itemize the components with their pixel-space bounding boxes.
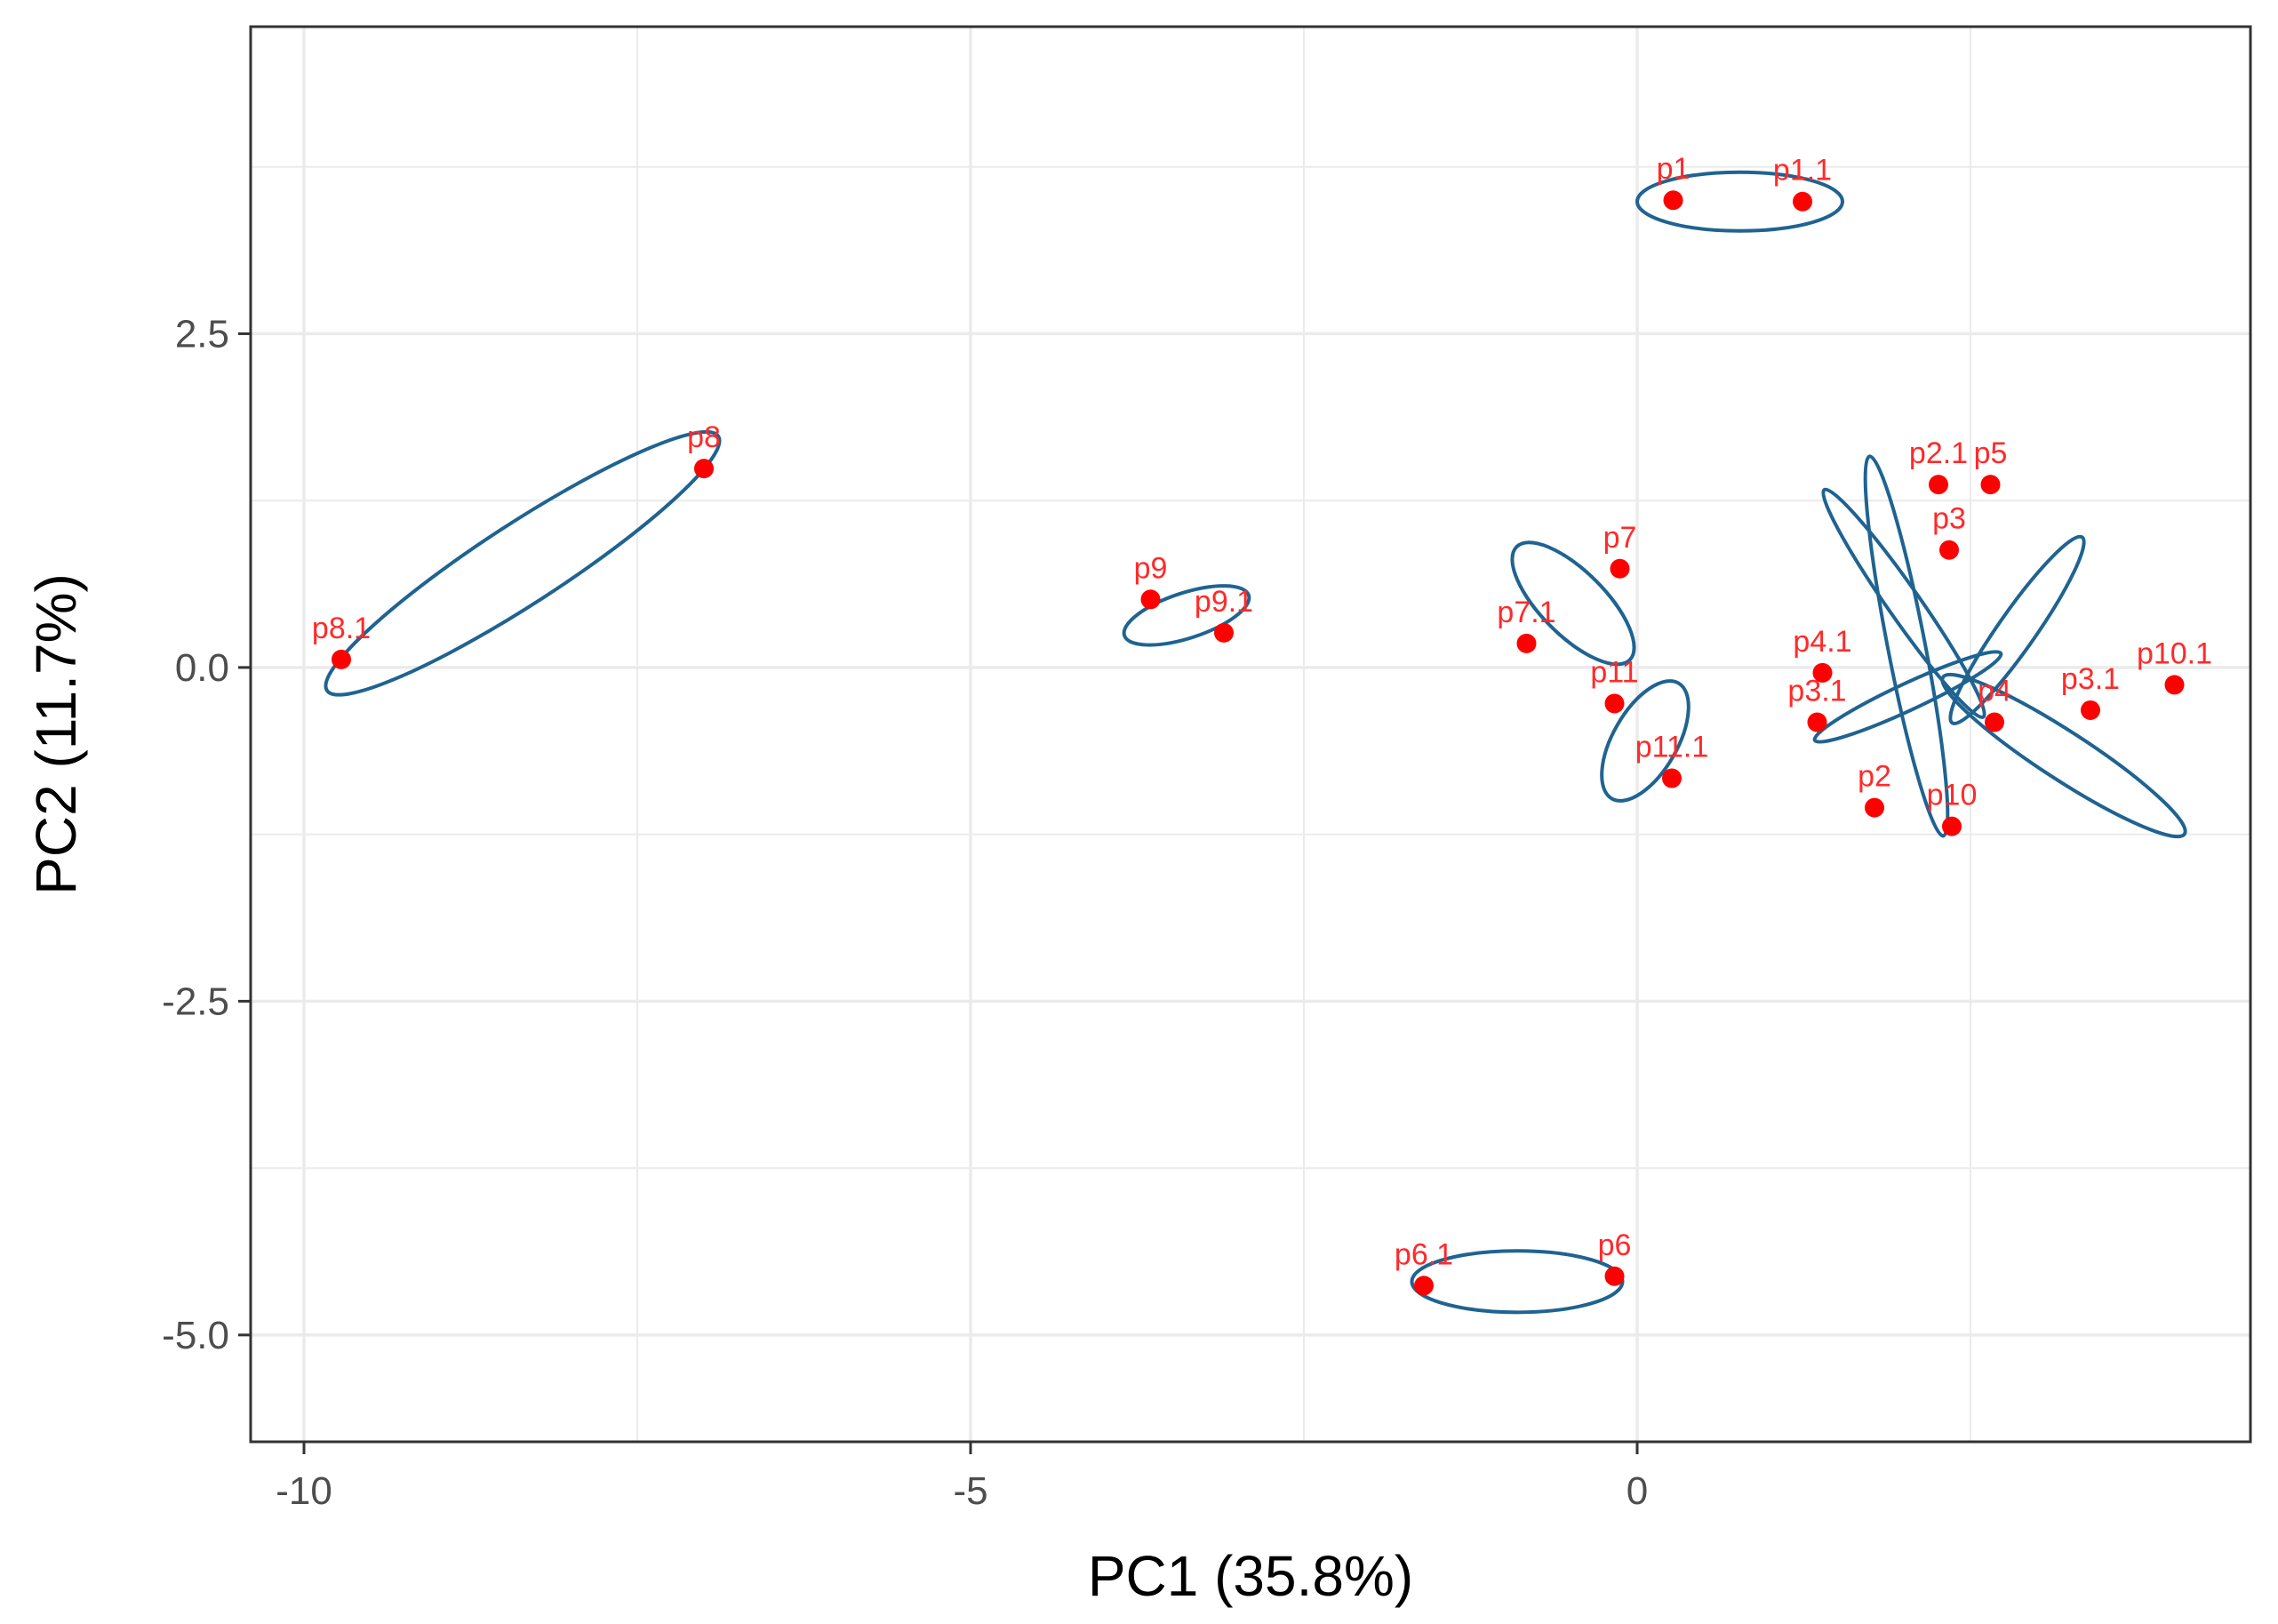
point-label: p3.1 — [1787, 674, 1846, 708]
ellipse-p4 — [1812, 650, 2003, 744]
y-axis-ticks: 2.5 0.0 -2.5 -5.0 — [162, 312, 251, 1357]
ellipse-p7 — [1510, 540, 1636, 667]
ellipse-p8 — [324, 429, 722, 697]
plot-panel-border — [249, 25, 2252, 1444]
point-label: p11.1 — [1635, 731, 1709, 764]
y-tick-label: -2.5 — [162, 980, 229, 1023]
ellipse-p11 — [1600, 679, 1691, 803]
point-label: p6 — [1598, 1228, 1632, 1262]
data-point-p10 — [1942, 816, 1962, 836]
point-label: p8.1 — [312, 612, 371, 645]
y-axis-title: PC2 (11.7%) — [24, 573, 88, 895]
point-label: p2 — [1858, 760, 1891, 794]
data-point-p6 — [1604, 1266, 1625, 1286]
data-point-p3 — [1939, 540, 1959, 560]
data-point-p4 — [1985, 712, 2004, 732]
data-point-p11 — [1604, 693, 1625, 714]
data-points — [332, 190, 2185, 1296]
point-label: p4.1 — [1793, 625, 1851, 659]
y-tick-label: 2.5 — [175, 312, 229, 356]
data-point-p10.1 — [2164, 675, 2185, 695]
x-tick-label: 0 — [1627, 1469, 1648, 1513]
point-label: p7.1 — [1497, 596, 1555, 629]
ellipse-p3 — [1948, 534, 2086, 725]
ellipse-p1 — [1635, 170, 1844, 233]
point-label: p8 — [687, 420, 721, 454]
point-label: p3 — [1932, 502, 1966, 536]
point-label: p3.1 — [2061, 662, 2120, 696]
data-point-p2 — [1865, 797, 1884, 818]
data-point-p3.1 — [1807, 712, 1827, 732]
data-point-p11.1 — [1662, 768, 1682, 788]
data-point-p8.1 — [332, 649, 351, 669]
data-point-p2.1 — [1929, 475, 1948, 495]
confidence-ellipses — [324, 170, 2187, 1315]
ellipse-p2 — [1863, 454, 1950, 838]
point-label: p2.1 — [1909, 436, 1968, 470]
point-label: p11 — [1590, 655, 1638, 689]
data-point-p7 — [1610, 558, 1630, 579]
point-label: p10 — [1927, 779, 1978, 812]
data-point-p9.1 — [1214, 622, 1234, 643]
point-label: p9.1 — [1195, 585, 1253, 619]
y-tick-label: 0.0 — [175, 646, 229, 690]
data-point-p7.1 — [1516, 633, 1537, 653]
point-label: p7 — [1603, 521, 1637, 555]
grid-lines — [251, 27, 2250, 1442]
ellipse-p10 — [1940, 672, 2187, 839]
x-axis-ticks: -10 -5 0 — [276, 1442, 1648, 1513]
data-point-p8 — [694, 459, 714, 479]
x-tick-label: -5 — [953, 1469, 987, 1513]
x-axis-title: PC1 (35.8%) — [1088, 1544, 1413, 1608]
ellipse-p5 — [1821, 487, 1986, 720]
data-point-p5 — [1980, 475, 2001, 495]
data-point-p4.1 — [1812, 662, 1833, 683]
point-label: p10.1 — [2137, 636, 2212, 670]
point-label: p5 — [1974, 436, 2008, 470]
data-point-p1.1 — [1793, 191, 1812, 212]
point-label: p4 — [1978, 674, 2011, 708]
point-label: p1 — [1657, 152, 1691, 186]
point-label: p9 — [1134, 551, 1168, 585]
point-label: p1.1 — [1773, 154, 1832, 188]
data-point-p9 — [1140, 589, 1161, 610]
ellipse-p9 — [1122, 584, 1251, 647]
data-point-p1 — [1663, 190, 1683, 211]
data-point-p6.1 — [1414, 1276, 1434, 1296]
data-point-p3.1 — [2081, 700, 2100, 720]
point-label: p6.1 — [1395, 1237, 1453, 1271]
y-tick-label: -5.0 — [162, 1314, 229, 1357]
x-tick-label: -10 — [276, 1469, 332, 1513]
